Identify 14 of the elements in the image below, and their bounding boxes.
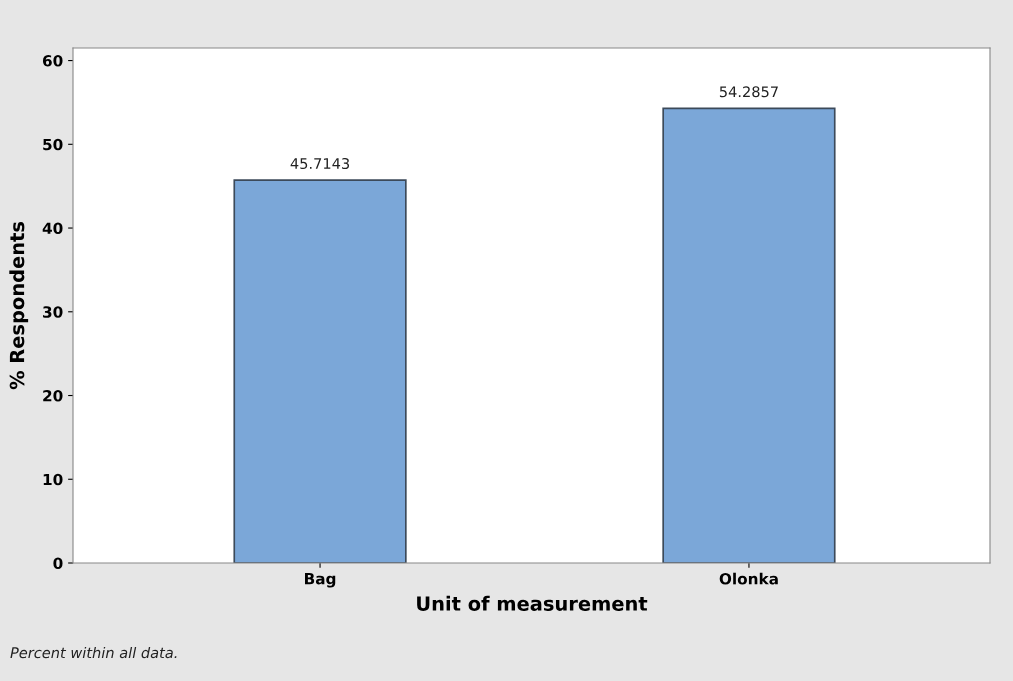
y-axis-title: % Respondents xyxy=(9,221,29,390)
y-tick-label: 40 xyxy=(42,222,63,235)
y-tick-label: 10 xyxy=(43,473,63,486)
y-tick-label: 20 xyxy=(43,389,63,402)
data-label: 45.7143 xyxy=(290,158,350,170)
y-tick-label: 30 xyxy=(43,306,63,318)
text: Percent within all data. xyxy=(10,646,177,659)
y-tick-label: 50 xyxy=(43,138,63,151)
y-tick-label: 60 xyxy=(42,55,63,67)
x-tick-label: Olonka xyxy=(719,572,778,585)
x-tick-label: Bag xyxy=(305,573,336,588)
x-axis-title: Unit of measurement xyxy=(417,595,648,611)
y-tick-label: 0 xyxy=(53,557,63,570)
data-label: 54.2857 xyxy=(719,86,778,98)
